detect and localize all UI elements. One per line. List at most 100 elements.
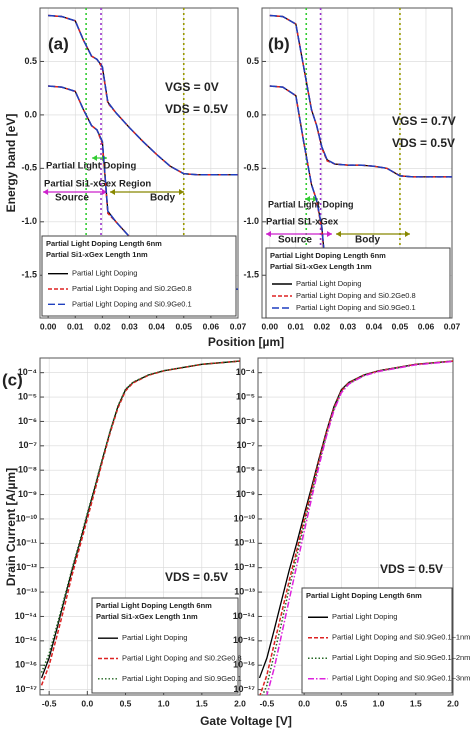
annotation: VDS = 0.5V <box>165 102 228 116</box>
x-tick-label: 0.5 <box>120 698 132 708</box>
x-tick-label: 0.06 <box>203 321 220 331</box>
y-tick-label: 0.0 <box>24 109 37 119</box>
x-tick-label: 0.07 <box>444 321 461 331</box>
y-tick-label: 10⁻¹⁵ <box>233 635 255 645</box>
legend-title: Partial Si1-xGex Length 1nm <box>46 250 148 259</box>
legend-title: Partial Si1-xGex Length 1nm <box>270 262 372 271</box>
annotation: Partial Light Doping <box>268 199 354 209</box>
annotation: VDS = 0.5V <box>380 562 443 576</box>
y-tick-label: 10⁻¹⁵ <box>15 635 37 645</box>
annotation: VGS = 0V <box>165 80 219 94</box>
x-tick-label: 0.0 <box>298 698 310 708</box>
y-tick-label: 10⁻¹² <box>16 562 37 572</box>
legend-title: Partial Si1-xGex Length 1nm <box>96 612 198 621</box>
y-tick-label: 10⁻¹³ <box>234 586 255 596</box>
legend-label: Partial Light Doping and Si0.2Ge0.8 <box>72 284 192 293</box>
x-tick-label: 1.0 <box>158 698 170 708</box>
x-axis-label: Position [µm] <box>208 335 284 349</box>
x-tick-label: 0.05 <box>392 321 409 331</box>
x-tick-label: 0.02 <box>314 321 331 331</box>
y-tick-label: 10⁻¹¹ <box>16 538 37 548</box>
y-tick-label: 10⁻¹¹ <box>234 538 255 548</box>
y-tick-label: 10⁻⁶ <box>236 416 255 426</box>
y-tick-label: 10⁻¹⁰ <box>16 513 38 523</box>
annotation: Source <box>278 235 312 246</box>
x-tick-label: 0.07 <box>230 321 247 331</box>
arrow-head <box>305 196 318 202</box>
annotation: Partial Si1-xGex Region <box>44 179 151 190</box>
legend-label: Partial Light Doping and Si0.9Ge0.1–1nm <box>332 633 470 642</box>
series-line <box>269 14 452 178</box>
legend-box <box>265 247 451 319</box>
y-tick-label: -1.5 <box>21 270 37 280</box>
legend-title: Partial Light Doping Length 6nm <box>46 239 162 248</box>
legend-title: Partial Light Doping Length 6nm <box>270 251 386 260</box>
legend-label: Partial Light Doping <box>72 269 137 278</box>
plot-frame <box>39 7 239 319</box>
x-tick-label: 0.03 <box>340 321 357 331</box>
series-line <box>269 14 452 178</box>
x-tick-label: 2.0 <box>234 698 246 708</box>
annotation: Body <box>355 235 380 246</box>
x-tick-label: 0.01 <box>288 321 305 331</box>
annotation: (b) <box>268 34 290 53</box>
annotation: VGS = 0.7V <box>392 114 456 128</box>
y-tick-label: -1.0 <box>243 216 259 226</box>
legend-box <box>91 597 239 694</box>
y-tick-label: -1.5 <box>243 270 259 280</box>
x-tick-label: -0.5 <box>42 698 57 708</box>
legend-title: Partial Light Doping Length 6nm <box>96 601 212 610</box>
annotation: (c) <box>2 370 23 389</box>
x-tick-label: 0.06 <box>418 321 435 331</box>
y-tick-label: 10⁻⁷ <box>237 440 256 450</box>
y-tick-label: 10⁻¹⁷ <box>234 684 256 694</box>
x-tick-label: 1.5 <box>410 698 422 708</box>
legend-title: Partial Light Doping Length 6nm <box>306 591 422 600</box>
x-tick-label: 0.04 <box>366 321 383 331</box>
y-tick-label: 10⁻⁵ <box>18 391 37 401</box>
x-tick-label: 1.5 <box>196 698 208 708</box>
legend-box <box>41 235 237 317</box>
panel: -0.5 0.0 0.5 1.0 1.5 2.0 10⁻⁴ 10⁻⁵ 10⁻⁶ 10⁻⁷ 10⁻⁸ 1… <box>233 357 470 708</box>
x-tick-label: -0.5 <box>260 698 275 708</box>
panel: 0.00 0.01 0.02 0.03 0.04 0.05 0.06 0.07 0.5 0.0 -0… <box>21 7 247 331</box>
y-tick-label: 10⁻⁹ <box>18 489 37 499</box>
legend-label: Partial Light Doping and Si0.9Ge0.1–2nm <box>332 653 470 662</box>
legend-label: Partial Light Doping and Si0.9Ge0.1 <box>296 303 416 312</box>
x-tick-label: 0.04 <box>148 321 165 331</box>
x-tick-label: 0.0 <box>81 698 93 708</box>
series-line <box>269 14 452 178</box>
x-tick-label: 2.0 <box>447 698 459 708</box>
panel: 0.00 0.01 0.02 0.03 0.04 0.05 0.06 0.07 0.5 0.0 -0… <box>243 7 461 331</box>
y-tick-label: 10⁻¹⁴ <box>15 611 37 621</box>
plot-frame <box>39 357 241 696</box>
annotation: Body <box>150 193 175 204</box>
x-tick-label: 0.01 <box>67 321 84 331</box>
x-tick-label: 0.00 <box>40 321 57 331</box>
y-tick-label: 0.0 <box>246 109 259 119</box>
x-axis-label: Gate Voltage [V] <box>200 714 292 728</box>
x-tick-label: 1.0 <box>373 698 385 708</box>
annotation: VDS = 0.5V <box>392 136 455 150</box>
y-tick-label: 10⁻¹² <box>234 562 255 572</box>
y-tick-label: 10⁻⁴ <box>236 367 255 377</box>
y-tick-label: 10⁻⁸ <box>236 465 255 475</box>
series-line <box>269 85 334 318</box>
annotation: Partial Si1-xGex <box>266 217 339 228</box>
annotation: Partial Light Doping <box>46 161 136 172</box>
legend-label: Partial Light Doping <box>332 612 397 621</box>
y-axis-label: Energy band [eV] <box>4 114 18 213</box>
legend-label: Partial Light Doping and Si0.9Ge0.1 <box>72 299 192 308</box>
y-tick-label: 0.5 <box>246 56 259 66</box>
legend-label: Partial Light Doping and Si0.2Ge0.8 <box>296 291 416 300</box>
annotation: Source <box>55 193 89 204</box>
legend-label: Partial Light Doping and Si0.2Ge0.8 <box>122 653 242 662</box>
legend-label: Partial Light Doping <box>122 633 187 642</box>
y-tick-label: 10⁻¹⁷ <box>16 684 38 694</box>
y-tick-label: 10⁻⁴ <box>18 367 37 377</box>
x-tick-label: 0.03 <box>121 321 138 331</box>
x-tick-label: 0.00 <box>262 321 279 331</box>
x-tick-label: 0.05 <box>175 321 192 331</box>
